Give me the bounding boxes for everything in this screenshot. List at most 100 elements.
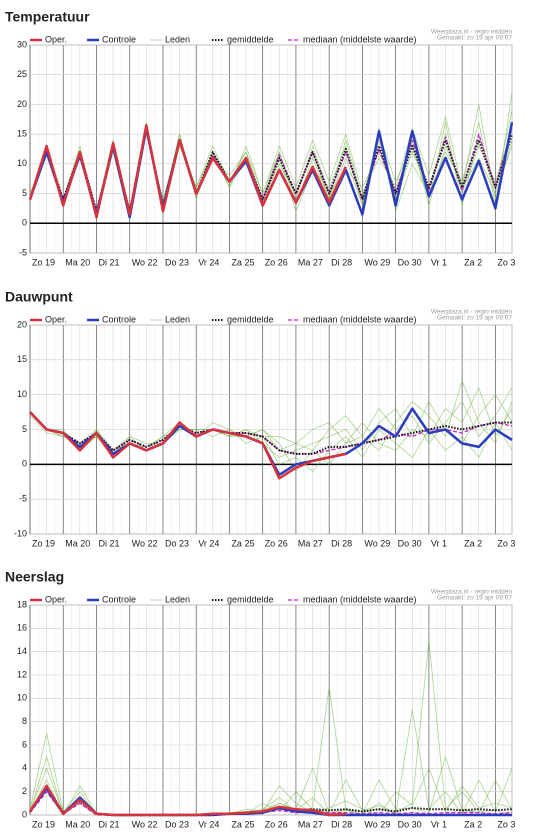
y-tick-label: 16 <box>17 623 27 633</box>
y-tick-label: 18 <box>17 599 27 609</box>
legend-label: mediaan (middelste waarde) <box>303 34 417 44</box>
legend-label: Leden <box>165 314 190 324</box>
chart-title: Neerslag <box>5 569 64 585</box>
y-tick-label: 15 <box>17 354 27 364</box>
legend-label: Controle <box>102 594 136 604</box>
x-tick-label: Do 30 <box>398 538 422 548</box>
x-tick-label: Za 25 <box>231 819 254 829</box>
x-tick-label: Di 21 <box>98 538 119 548</box>
x-tick-label: Ma 27 <box>298 819 323 829</box>
member-line <box>29 104 513 218</box>
x-tick-label: Vr 24 <box>198 819 219 829</box>
credit: Gemaakt: zo 19 apr 09:07 <box>437 595 513 602</box>
x-tick-label: Ma 20 <box>65 819 90 829</box>
y-tick-label: 10 <box>17 693 27 703</box>
legend-label: Controle <box>102 314 136 324</box>
credit: Gemaakt: zo 19 apr 09:07 <box>437 35 513 42</box>
credit: Weerplaza.nl - regio midden <box>431 29 513 36</box>
x-tick-label: Zo 3 <box>497 257 515 267</box>
y-tick-label: -5 <box>19 494 27 504</box>
x-tick-label: Zo 3 <box>497 819 515 829</box>
y-tick-label: 15 <box>17 129 27 139</box>
x-tick-label: Zo 26 <box>265 819 288 829</box>
series-line <box>28 784 346 817</box>
x-tick-label: Zo 19 <box>32 257 55 267</box>
series-line <box>28 123 347 219</box>
x-tick-label: Za 2 <box>464 257 482 267</box>
y-tick-label: 30 <box>17 39 27 49</box>
legend-label: Oper. <box>45 314 67 324</box>
x-tick-label: Vr 24 <box>198 257 219 267</box>
x-tick-label: Di 28 <box>331 538 352 548</box>
x-tick-label: Vr 1 <box>431 538 447 548</box>
member-line <box>29 380 513 451</box>
x-tick-label: Wo 22 <box>132 257 158 267</box>
x-tick-label: Vr 24 <box>198 538 219 548</box>
x-tick-label: Wo 29 <box>364 257 390 267</box>
y-tick-label: 14 <box>17 646 27 656</box>
x-tick-label: Di 21 <box>98 819 119 829</box>
y-tick-label: 25 <box>17 69 27 79</box>
legend-label: mediaan (middelste waarde) <box>303 594 417 604</box>
legend-label: Oper. <box>45 594 67 604</box>
x-tick-label: Ma 20 <box>65 257 90 267</box>
credit: Weerplaza.nl - regio midden <box>431 309 513 316</box>
x-tick-label: Do 23 <box>165 257 189 267</box>
x-tick-label: Za 25 <box>231 257 254 267</box>
y-tick-label: -5 <box>19 247 27 257</box>
chart-title: Dauwpunt <box>5 289 73 305</box>
y-tick-label: 6 <box>22 739 27 749</box>
x-tick-label: Do 23 <box>165 538 189 548</box>
credit: Weerplaza.nl - regio midden <box>431 589 513 596</box>
x-tick-label: Zo 19 <box>32 538 55 548</box>
y-tick-label: 10 <box>17 158 27 168</box>
x-tick-label: Vr 1 <box>431 257 447 267</box>
x-tick-label: Do 30 <box>398 819 422 829</box>
x-tick-label: Di 21 <box>98 257 119 267</box>
x-tick-label: Wo 29 <box>364 819 390 829</box>
y-tick-label: 0 <box>22 459 27 469</box>
chart: Dauwpunt Weerplaza.nl - regio middenGemaa… <box>5 289 515 549</box>
y-tick-label: 5 <box>22 424 27 434</box>
x-tick-label: Ma 27 <box>298 257 323 267</box>
series-line <box>29 411 512 455</box>
x-tick-label: Zo 3 <box>497 538 515 548</box>
chart: Neerslag Weerplaza.nl - regio middenGemaa… <box>5 569 515 830</box>
legend-label: Oper. <box>45 34 67 44</box>
x-tick-label: Wo 22 <box>132 538 158 548</box>
x-tick-label: Zo 26 <box>265 257 288 267</box>
y-tick-label: 20 <box>17 319 27 329</box>
legend-label: Leden <box>165 34 190 44</box>
y-tick-label: 5 <box>22 188 27 198</box>
legend-label: gemiddelde <box>227 594 274 604</box>
x-tick-label: Vr 1 <box>431 819 447 829</box>
x-tick-label: Wo 29 <box>364 538 390 548</box>
x-tick-label: Zo 19 <box>32 819 55 829</box>
x-tick-label: Za 25 <box>231 538 254 548</box>
y-tick-label: 4 <box>22 763 27 773</box>
x-tick-label: Do 30 <box>398 257 422 267</box>
y-tick-label: -10 <box>14 528 27 538</box>
x-tick-label: Ma 20 <box>65 538 90 548</box>
x-tick-label: Zo 26 <box>265 538 288 548</box>
y-tick-label: 10 <box>17 389 27 399</box>
x-tick-label: Ma 27 <box>298 538 323 548</box>
chart-title: Temperatuur <box>5 9 90 25</box>
y-tick-label: 2 <box>22 786 27 796</box>
series-line <box>29 411 347 480</box>
legend-label: gemiddelde <box>227 314 274 324</box>
y-tick-label: 20 <box>17 99 27 109</box>
y-tick-label: 12 <box>17 669 27 679</box>
y-tick-label: 0 <box>22 218 27 228</box>
chart: Temperatuur Weerplaza.nl - regio middenGe… <box>5 9 515 268</box>
legend-label: Controle <box>102 34 136 44</box>
x-tick-label: Za 2 <box>464 538 482 548</box>
x-tick-label: Di 28 <box>331 819 352 829</box>
legend-label: mediaan (middelste waarde) <box>303 314 417 324</box>
y-tick-label: 8 <box>22 716 27 726</box>
x-tick-label: Do 23 <box>165 819 189 829</box>
legend-label: gemiddelde <box>227 34 274 44</box>
legend-label: Leden <box>165 594 190 604</box>
y-tick-label: 0 <box>22 809 27 819</box>
